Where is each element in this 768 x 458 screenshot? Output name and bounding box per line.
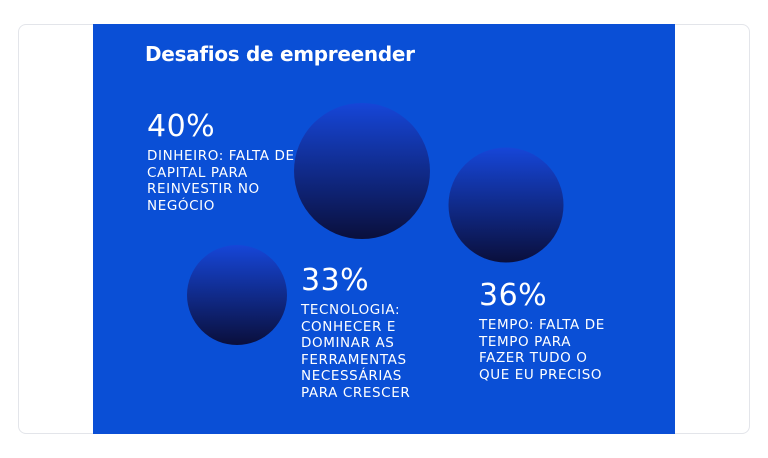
- chart-title: Desafios de empreender: [145, 42, 415, 66]
- bubble-chart: [187, 103, 564, 345]
- infographic-panel: Desafios de empreender 40% DINHEIRO: FAL…: [93, 24, 675, 434]
- stat-tempo: 36% TEMPO: FALTA DE TEMPO PARA FAZER TUD…: [479, 279, 619, 383]
- bubble-tempo: [448, 147, 564, 263]
- stat-tempo-label: TEMPO: FALTA DE TEMPO PARA FAZER TUDO O …: [479, 317, 605, 383]
- stat-tecnologia-value: 33%: [301, 263, 370, 298]
- stat-dinheiro: 40% DINHEIRO: FALTA DE CAPITAL PARA REIN…: [147, 110, 297, 214]
- stat-tecnologia: 33% TECNOLOGIA: CONHECER E DOMINAR AS FE…: [301, 264, 441, 401]
- bubble-tecnologia: [187, 245, 287, 345]
- stat-tecnologia-label: TECNOLOGIA: CONHECER E DOMINAR AS FERRAM…: [301, 302, 411, 401]
- stat-dinheiro-label: DINHEIRO: FALTA DE CAPITAL PARA REINVEST…: [147, 148, 295, 214]
- stat-dinheiro-value: 40%: [147, 109, 216, 144]
- bubble-dinheiro: [294, 103, 430, 239]
- stat-tempo-value: 36%: [479, 278, 548, 313]
